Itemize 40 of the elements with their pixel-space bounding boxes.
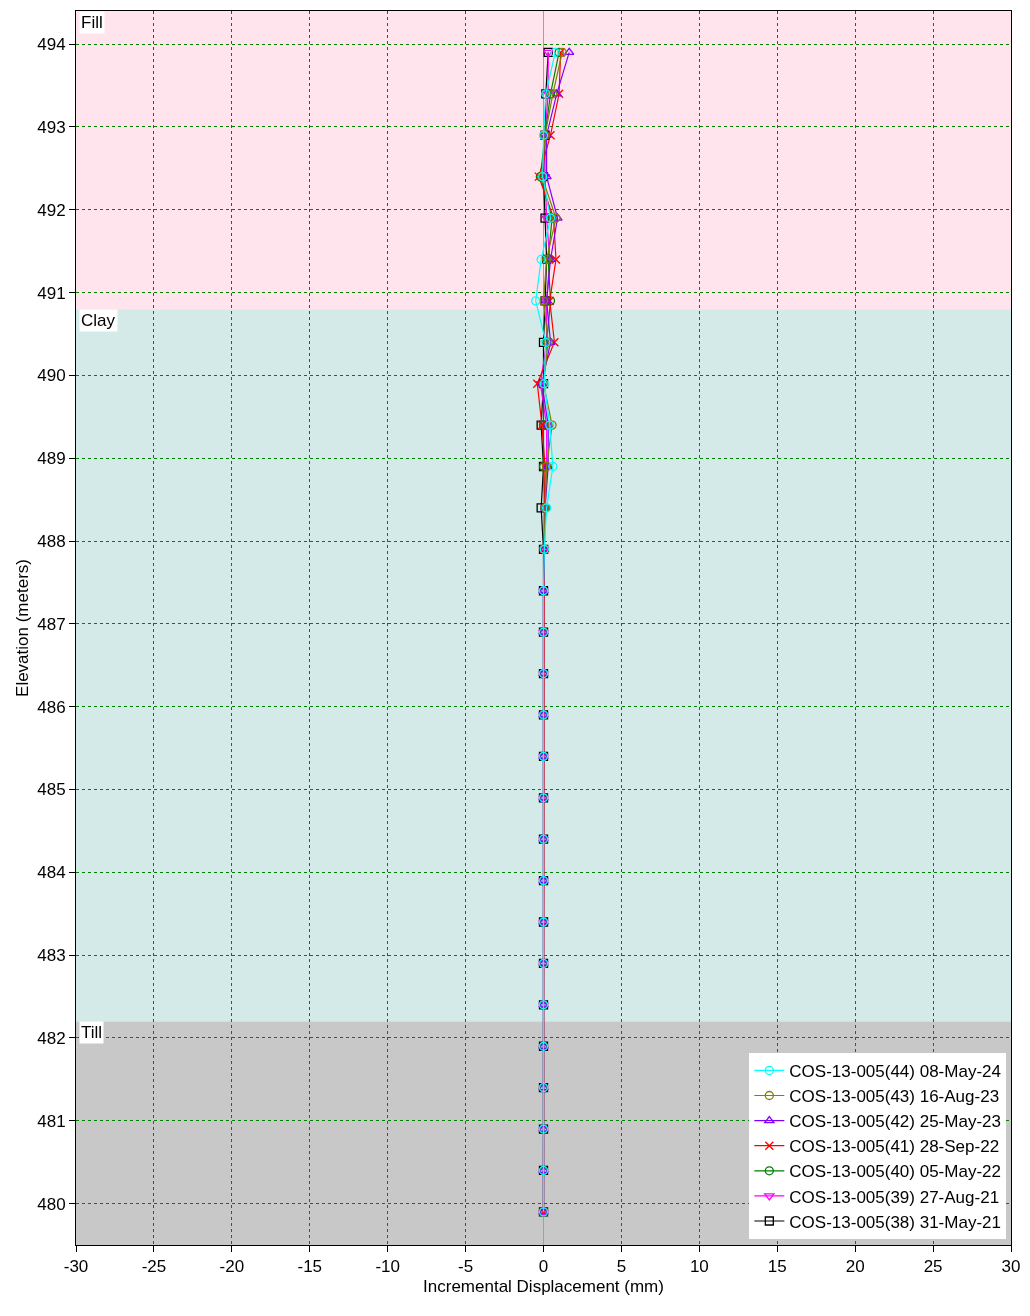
x-tick-label: 5 — [616, 1257, 627, 1277]
y-tick-label: 490 — [37, 366, 66, 386]
band-label: Fill — [81, 13, 103, 32]
x-tick-label: -25 — [141, 1257, 167, 1277]
legend-label: COS-13-005(40) 05-May-22 — [789, 1162, 1001, 1182]
x-tick-label: -10 — [375, 1257, 400, 1277]
x-tick-label: -5 — [458, 1257, 474, 1277]
y-tick-label: 483 — [37, 946, 66, 966]
x-tick-label: -30 — [63, 1257, 89, 1277]
legend-label: COS-13-005(43) 16-Aug-23 — [789, 1087, 1000, 1107]
legend-label: COS-13-005(42) 25-May-23 — [789, 1112, 1001, 1132]
y-axis-title: Elevation (meters) — [12, 559, 32, 697]
y-tick-label: 482 — [37, 1028, 66, 1048]
y-tick-label: 488 — [37, 531, 66, 551]
band-label: Clay — [81, 311, 116, 330]
x-tick-label: 30 — [1001, 1257, 1021, 1277]
y-tick-label: 487 — [37, 614, 66, 634]
legend-label: COS-13-005(39) 27-Aug-21 — [789, 1187, 1000, 1207]
legend-label: COS-13-005(41) 28-Sep-22 — [789, 1137, 1000, 1157]
x-tick-label: 0 — [538, 1257, 549, 1277]
x-tick-label: 15 — [767, 1257, 787, 1277]
x-tick-label: 25 — [923, 1257, 943, 1277]
y-tick-label: 491 — [37, 283, 66, 303]
y-tick-label: 494 — [37, 35, 66, 55]
band-label: Till — [81, 1023, 103, 1042]
y-tick-label: 485 — [37, 780, 66, 800]
y-tick-label: 489 — [37, 449, 66, 469]
y-tick-label: 493 — [37, 117, 66, 137]
legend-label: COS-13-005(44) 08-May-24 — [789, 1062, 1001, 1082]
y-tick-label: 480 — [37, 1194, 66, 1214]
x-tick-label: 20 — [845, 1257, 865, 1277]
x-tick-label: 10 — [689, 1257, 709, 1277]
y-tick-label: 481 — [37, 1111, 66, 1131]
x-tick-label: -20 — [219, 1257, 245, 1277]
y-tick-label: 484 — [37, 863, 66, 883]
legend-label: COS-13-005(38) 31-May-21 — [789, 1212, 1001, 1232]
x-tick-label: -15 — [297, 1257, 323, 1277]
x-axis-title: Incremental Displacement (mm) — [423, 1276, 664, 1296]
y-tick-label: 486 — [37, 697, 66, 717]
y-tick-label: 492 — [37, 200, 66, 220]
